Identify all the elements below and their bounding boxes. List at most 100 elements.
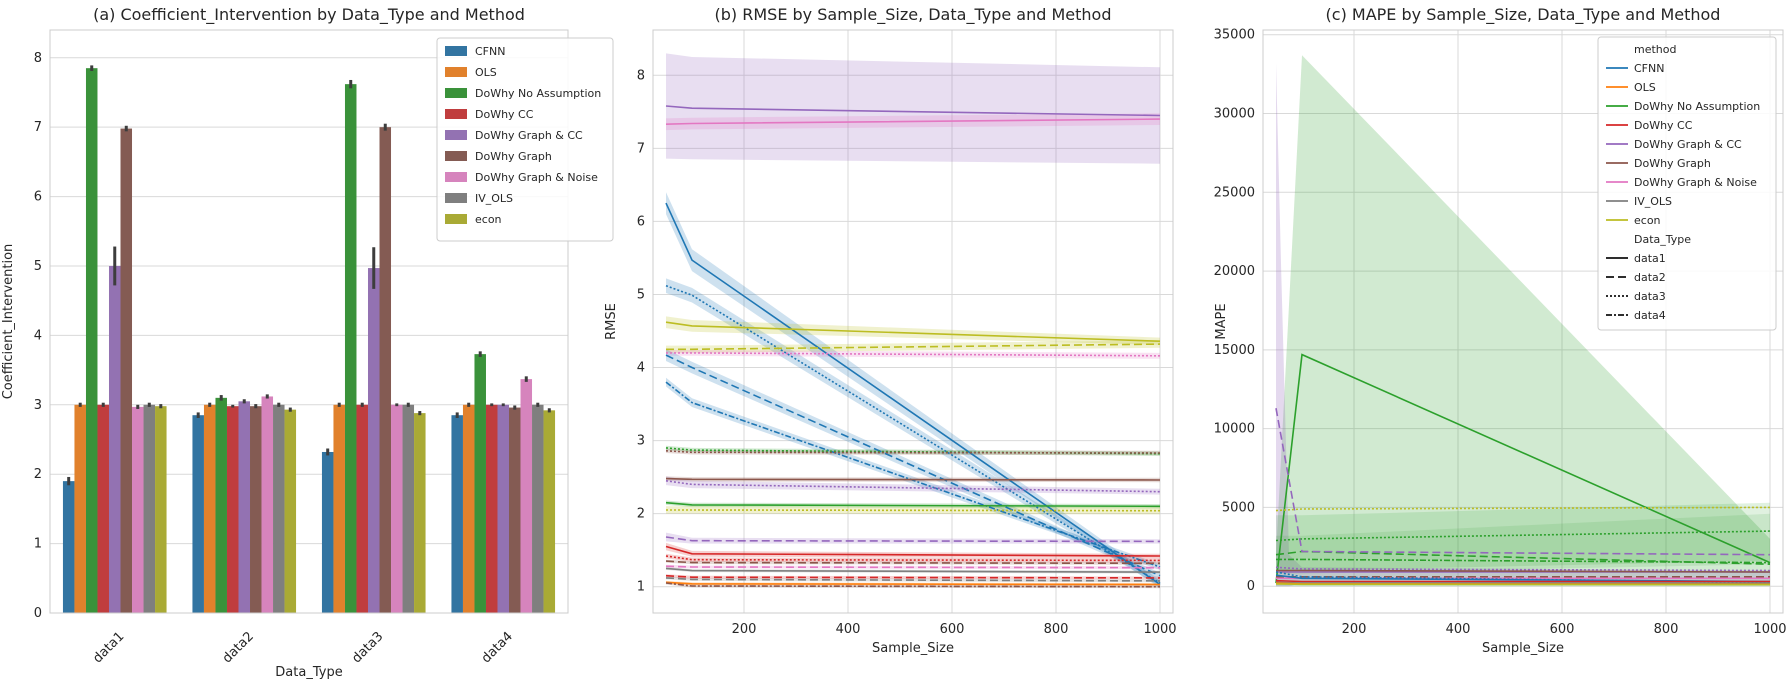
series-line [665,105,1161,117]
bar [215,397,227,613]
legend-label: DoWhy Graph [1634,157,1711,170]
y-tick-label: 15000 [1214,343,1255,358]
bar [284,409,297,613]
series-line [1275,574,1771,583]
legend-label: DoWhy No Assumption [475,87,601,100]
series-line [1276,569,1771,573]
x-tick-label: 600 [1550,622,1575,637]
bar [344,84,357,613]
legend-swatch [445,88,467,98]
legend-label: IV_OLS [475,192,513,205]
series-line [1275,581,1770,584]
bar [203,404,216,613]
series-line [665,536,1161,543]
legend-label: econ [475,213,502,226]
bar [356,404,368,613]
y-tick-label: 5 [637,287,645,302]
bar [155,406,167,613]
bar [132,406,144,613]
series-line [1275,571,1771,584]
legend-box [436,37,614,242]
plot-frame [652,29,1174,614]
panel-3: 0 5000 10000 15000 20000 25000 30000 35000 200 40… [1214,5,1787,656]
x-tick-label: data3 [349,629,386,666]
legend-label: OLS [475,66,497,79]
x-tick-label: data2 [220,629,257,666]
x-axis-label: Sample_Size [1482,641,1564,656]
x-tick-label: 200 [1342,622,1367,637]
series-line [1275,408,1771,556]
y-tick-label: 4 [637,361,645,376]
series-line [665,477,1161,481]
legend-swatch [445,172,467,182]
legend-label: CFNN [475,45,505,58]
legend-label: econ [1634,214,1661,227]
bar [108,265,121,613]
series-line [665,480,1161,493]
x-tick-label: 800 [1654,622,1679,637]
bar [273,404,285,613]
legend-label: DoWhy Graph & CC [1634,138,1742,151]
confidence-band [666,476,1160,495]
series-line [665,321,1161,342]
legend-label: DoWhy CC [1634,119,1693,132]
y-tick-label: 1 [637,580,645,595]
x-tick-label: 1000 [1143,622,1176,637]
series-line [1275,583,1771,586]
series-line [665,545,1161,557]
confidence-band [666,192,1160,589]
y-tick-label: 4 [34,328,42,343]
y-tick-label: 25000 [1214,185,1255,200]
x-tick-label: 1000 [1753,622,1786,637]
series-line [666,352,1161,357]
chart-title: (a) Coefficient_Intervention by Data_Typ… [93,5,525,25]
x-tick-label: 800 [1044,622,1069,637]
y-tick-label: 3 [637,434,645,449]
y-tick-label: 0 [34,606,42,621]
series-line [665,354,1161,577]
bar [120,128,133,614]
bar [192,415,204,613]
confidence-band [1276,55,1770,587]
legend-header: Data_Type [1634,233,1691,246]
series-line [665,118,1161,125]
y-tick-label: 7 [637,141,645,156]
x-tick-label: 600 [940,622,965,637]
legend-label: data1 [1634,252,1666,265]
confidence-band [666,448,1160,456]
bar [391,404,403,613]
series-line [665,574,1161,579]
y-axis-label: Coefficient_Intervention [1,244,16,400]
x-tick-label: data4 [479,629,516,666]
legend-swatch [445,151,467,161]
confidence-band [1276,513,1770,574]
y-tick-label: 8 [637,68,645,83]
bar [226,406,239,613]
chart-title: (b) RMSE by Sample_Size, Data_Type and M… [715,5,1112,25]
legend-label: DoWhy Graph & Noise [475,171,598,184]
bar [367,268,380,613]
legend-swatch [445,46,467,56]
series-line [665,582,1161,588]
y-tick-label: 35000 [1214,28,1255,43]
legend-label: data3 [1634,290,1666,303]
legend-box [1597,36,1777,331]
bar [333,404,345,613]
series-line [665,577,1161,582]
legend-label: IV_OLS [1634,195,1672,208]
series-line [1275,506,1771,512]
legend-label: OLS [1634,81,1656,94]
legend-label: data2 [1634,271,1666,284]
bar [520,379,533,613]
y-tick-label: 2 [637,507,645,522]
bar [509,407,521,613]
y-tick-label: 20000 [1214,264,1255,279]
bar [462,404,475,613]
bar [97,404,109,613]
bar [379,127,392,614]
y-tick-label: 6 [34,190,42,205]
x-axis-label: Sample_Size [872,641,954,656]
y-tick-label: 7 [34,120,42,135]
panel-1: 0 1 2 3 4 5 6 7 8 (a) Coefficient_Intervention by… [1,5,614,680]
bar [74,404,86,613]
